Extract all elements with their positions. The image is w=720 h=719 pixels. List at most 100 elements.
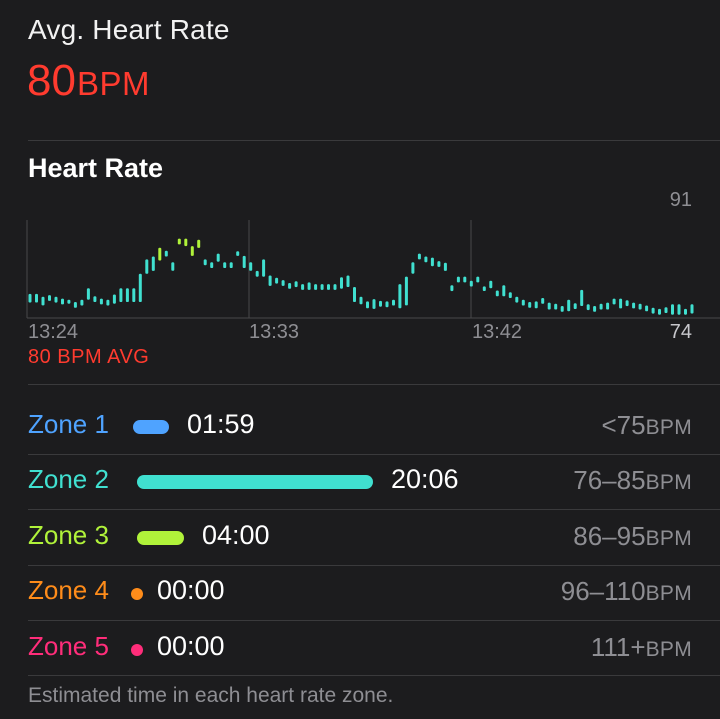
zone-range-value: 86–95 [573,521,646,551]
zone-time: 01:59 [187,409,255,439]
heart-rate-bar [547,302,551,310]
heart-rate-bar [528,302,532,308]
heart-rate-bar [638,303,642,310]
heart-rate-bar [99,298,103,305]
divider [28,620,720,621]
heart-rate-bar [424,256,428,263]
heart-rate-bar [171,262,175,271]
heart-rate-bar [151,256,155,271]
avg-heart-rate-unit: BPM [76,65,150,102]
heart-rate-bar [48,295,51,301]
zone-bpm-range: 76–85BPM [573,465,692,496]
zone-row[interactable]: Zone 5 00:00 111+BPM [0,622,720,677]
heart-rate-bar [430,257,434,267]
heart-rate-bar [392,299,395,306]
zone-row[interactable]: Zone 4 00:00 96–110BPM [0,566,720,621]
heart-rate-bar [658,308,661,315]
heart-rate-chart[interactable]: 13:24 13:33 13:42 91 74 [0,180,720,346]
heart-rate-bar [541,298,545,304]
zone-range-value: 76–85 [573,465,646,495]
heart-rate-bar [184,238,188,247]
heart-rate-bar [203,259,207,266]
heart-rate-bar [54,296,58,303]
heart-rate-bar [606,302,610,310]
heart-rate-bar [625,300,629,307]
heart-rate-bar [359,296,363,305]
heart-rate-bar [495,290,499,297]
heart-rate-bar [534,301,538,309]
heart-rate-bar [93,296,97,302]
heart-rate-bar [664,307,668,313]
heart-rate-bar [599,303,603,310]
zone-name: Zone 5 [28,631,109,661]
zone-range-unit: BPM [645,527,692,550]
heart-rate-bar [645,305,649,312]
heart-rate-bar [521,299,525,306]
divider [28,675,720,676]
heart-rate-bar [294,281,298,288]
divider [28,454,720,455]
x-tick-label: 13:24 [28,321,78,343]
heart-rate-bar [281,280,285,286]
heart-rate-bar [671,304,674,315]
heart-rate-bar [450,285,454,292]
heart-rate-bar [346,275,350,287]
heart-rate-bar [437,261,441,267]
heart-rate-bar [301,284,305,290]
zone-duration-dot [131,588,143,600]
zone-row[interactable]: Zone 3 04:00 86–95BPM [0,511,720,566]
heart-rate-bar [197,239,201,248]
heart-rate-bar [482,286,486,291]
heart-rate-bar [333,284,337,290]
heart-rate-bar [327,284,330,290]
heart-rate-bar [411,262,415,274]
zone-bpm-range: 111+BPM [591,632,692,663]
heart-rate-bar [366,301,369,309]
zone-bpm-range: 96–110BPM [561,576,692,607]
heart-rate-bar [125,288,129,302]
divider [28,384,720,385]
chart-average-note: 80 BPM AVG [28,346,150,368]
heart-rate-bar [456,276,460,283]
zone-time: 00:00 [157,631,225,661]
heart-rate-bar [379,300,382,307]
heart-rate-bar [288,283,292,289]
zone-range-unit: BPM [645,582,692,605]
heart-rate-bar [210,262,214,268]
zone-range-value: 111+ [590,632,646,662]
zone-row[interactable]: Zone 2 20:06 76–85BPM [0,455,720,510]
divider [28,140,720,141]
heart-rate-bar [164,250,168,257]
zone-duration-bar [133,420,169,434]
heart-rate-bar [508,292,512,298]
heart-rate-bar [41,296,45,306]
heart-rate-bar [145,259,149,274]
zone-duration-bar [137,475,373,489]
heart-rate-bar [404,276,408,306]
zone-duration-dot [131,644,143,656]
heart-rate-bar [463,276,467,283]
heart-rate-bar [353,287,356,302]
heart-rate-bar [190,246,194,256]
divider [28,565,720,566]
zone-footnote: Estimated time in each heart rate zone. [28,684,394,707]
heart-rate-bar [86,288,90,300]
heart-rate-bar [132,288,136,302]
heart-rate-bar [262,259,266,277]
heart-rate-bar [632,302,636,309]
zone-duration-bar [137,531,184,545]
zone-row[interactable]: Zone 1 01:59 <75BPM [0,400,720,455]
heart-rate-bar [112,294,116,304]
heart-rate-bar [223,262,227,268]
zone-name: Zone 2 [28,464,109,494]
heart-rate-bar [372,299,376,309]
heart-rate-bar [476,276,480,283]
heart-rate-bar [119,288,123,302]
avg-heart-rate-label: Avg. Heart Rate [28,14,230,45]
heart-rate-bar [385,301,389,308]
heart-rate-bar [619,298,623,309]
divider [28,509,720,510]
zone-range-value: 96–110 [560,576,646,606]
heart-rate-bar [573,303,577,309]
heart-rate-bar [177,238,181,245]
